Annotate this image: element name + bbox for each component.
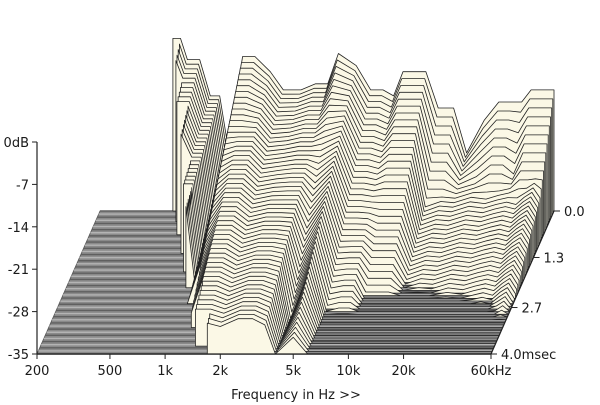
decay-slices [172,38,555,355]
z-tick-label: 4.0msec [501,348,556,363]
z-axis-line [490,210,555,355]
y-axis-ticks: 0dB -7 -14 -21 -28 -35 [4,136,37,363]
x-tick-label: 2k [212,364,228,379]
y-tick-label: -35 [8,348,29,363]
y-tick-label: -28 [8,306,29,321]
x-tick-label: 5k [285,364,301,379]
x-axis-title: Frequency in Hz >> [231,388,361,403]
chart-axes [36,142,555,355]
y-tick-label: -21 [8,263,29,278]
x-tick-label: 10k [336,364,361,379]
x-tick-label: 500 [98,364,123,379]
y-tick-label: -14 [8,221,29,236]
x-tick-label: 20k [392,364,417,379]
z-axis-ticks: 0.0 1.3 2.7 4.0msec [491,205,585,363]
x-tick-label: 60kHz [471,364,512,379]
y-tick-label: -7 [16,178,29,193]
y-tick-label: 0dB [4,136,29,151]
z-tick-label: 2.7 [521,302,542,317]
x-tick-label: 1k [157,364,173,379]
x-axis-ticks: 200 500 1k 2k 5k 10k 20k 60kHz [25,354,512,379]
x-tick-label: 200 [25,364,50,379]
z-tick-label: 1.3 [544,251,565,266]
z-tick-label: 0.0 [564,205,585,220]
